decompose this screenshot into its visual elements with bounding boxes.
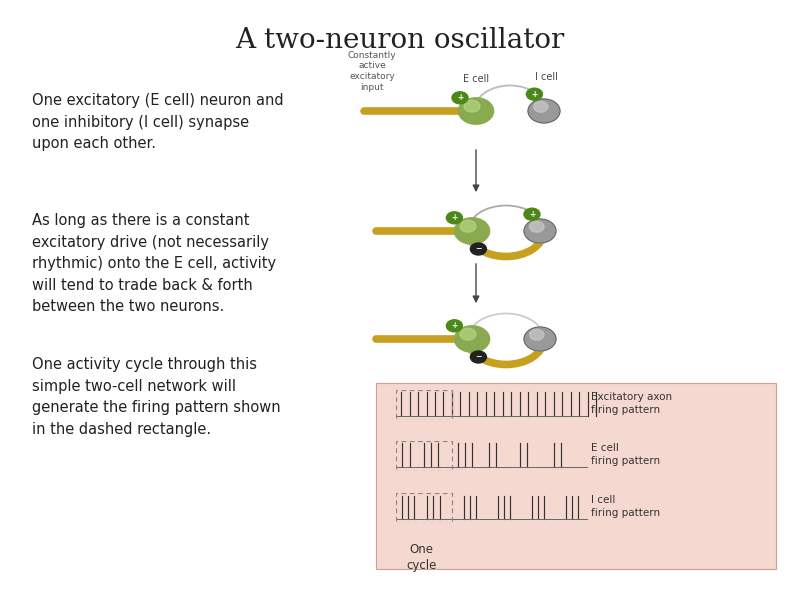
Text: +: + xyxy=(531,89,538,98)
Bar xyxy=(396,441,452,471)
Circle shape xyxy=(470,351,486,363)
Text: One
cycle: One cycle xyxy=(406,543,437,572)
Circle shape xyxy=(534,101,548,112)
Circle shape xyxy=(528,99,560,123)
Circle shape xyxy=(452,92,468,104)
Circle shape xyxy=(460,220,476,232)
Circle shape xyxy=(458,98,494,124)
FancyBboxPatch shape xyxy=(376,383,776,569)
Text: I cell: I cell xyxy=(535,72,558,82)
Text: I cell
firing pattern: I cell firing pattern xyxy=(591,495,660,518)
Circle shape xyxy=(530,221,544,232)
Text: A two-neuron oscillator: A two-neuron oscillator xyxy=(235,27,565,54)
Circle shape xyxy=(446,212,462,224)
Text: E cell: E cell xyxy=(463,74,489,84)
Circle shape xyxy=(530,329,544,340)
Circle shape xyxy=(454,326,490,352)
Circle shape xyxy=(460,328,476,340)
Text: One activity cycle through this
simple two-cell network will
generate the firing: One activity cycle through this simple t… xyxy=(32,357,281,437)
Text: +: + xyxy=(529,209,535,218)
Text: Excitatory axon
firing pattern: Excitatory axon firing pattern xyxy=(591,392,672,415)
Circle shape xyxy=(470,243,486,255)
Text: As long as there is a constant
excitatory drive (not necessarily
rhythmic) onto : As long as there is a constant excitator… xyxy=(32,213,276,314)
Bar xyxy=(396,493,452,523)
Circle shape xyxy=(526,88,542,100)
Text: −: − xyxy=(475,352,482,361)
Circle shape xyxy=(524,219,556,243)
Circle shape xyxy=(464,100,480,112)
Text: +: + xyxy=(451,322,458,330)
Text: E cell
firing pattern: E cell firing pattern xyxy=(591,443,660,466)
Text: +: + xyxy=(451,213,458,222)
Text: Constantly
active
excitatory
input: Constantly active excitatory input xyxy=(348,50,396,92)
Circle shape xyxy=(524,327,556,351)
Circle shape xyxy=(524,208,540,220)
Circle shape xyxy=(446,320,462,332)
Bar xyxy=(396,390,452,420)
Text: One excitatory (E cell) neuron and
one inhibitory (I cell) synapse
upon each oth: One excitatory (E cell) neuron and one i… xyxy=(32,93,284,151)
Text: +: + xyxy=(457,93,463,102)
Text: −: − xyxy=(475,245,482,253)
Circle shape xyxy=(454,218,490,244)
